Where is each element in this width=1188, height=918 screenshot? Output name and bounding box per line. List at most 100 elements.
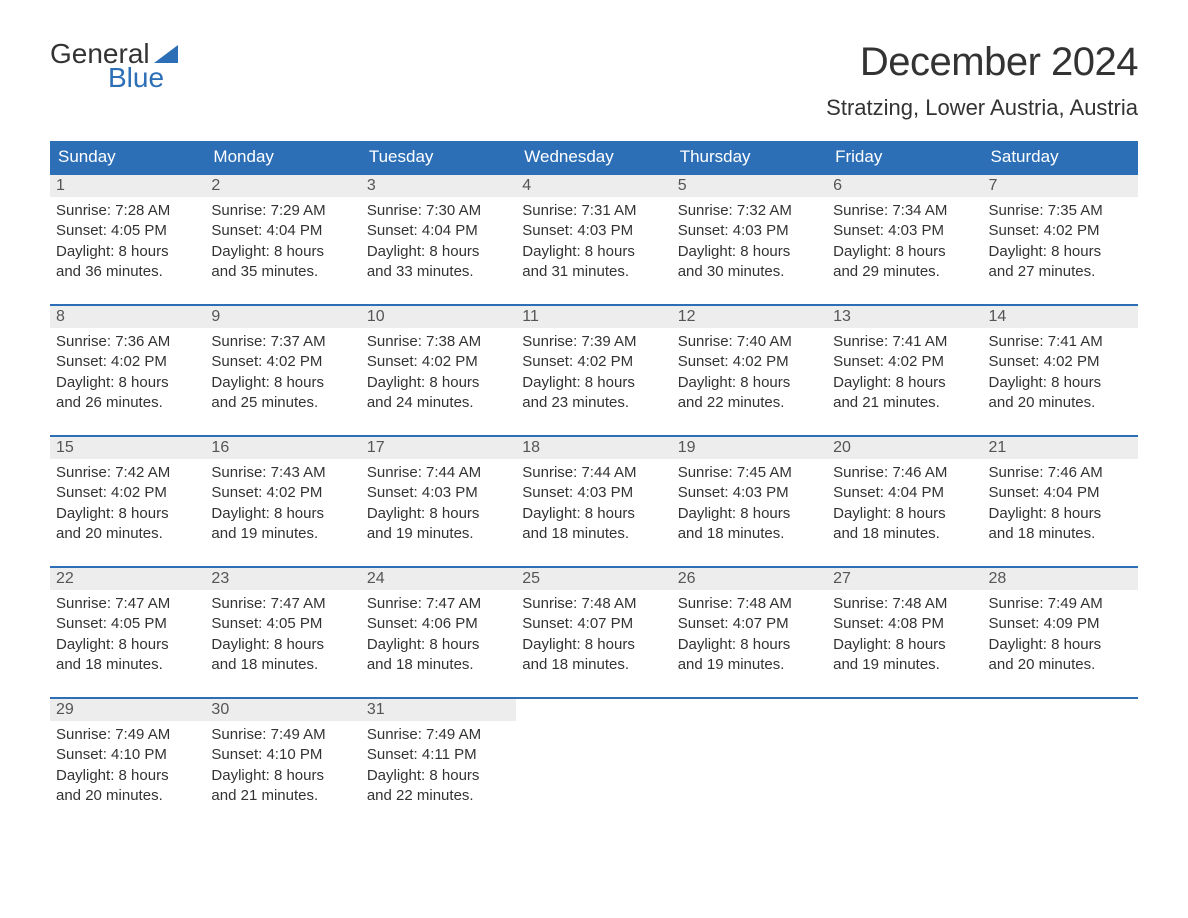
sunrise-line: Sunrise: 7:48 AM [833, 594, 976, 614]
daylight-line-1: Daylight: 8 hours [522, 504, 665, 524]
daylight-hours: 8 hours [429, 243, 479, 260]
sunset-line: Sunset: 4:02 PM [989, 352, 1132, 372]
logo: General Blue [50, 40, 178, 92]
title-block: December 2024 Stratzing, Lower Austria, … [826, 40, 1138, 121]
day-body: Sunrise: 7:47 AMSunset: 4:06 PMDaylight:… [361, 590, 516, 697]
daylight-hours: 8 hours [274, 243, 324, 260]
daylight-line-2: and 20 minutes. [56, 786, 199, 806]
sunrise-value: 7:47 AM [115, 595, 170, 612]
day-cell: 18Sunrise: 7:44 AMSunset: 4:03 PMDayligh… [516, 436, 671, 567]
daylight-hours: 8 hours [119, 243, 169, 260]
day-cell: 8Sunrise: 7:36 AMSunset: 4:02 PMDaylight… [50, 305, 205, 436]
day-cell: 20Sunrise: 7:46 AMSunset: 4:04 PMDayligh… [827, 436, 982, 567]
sunrise-label: Sunrise: [211, 726, 266, 743]
day-body: Sunrise: 7:36 AMSunset: 4:02 PMDaylight:… [50, 328, 205, 435]
sunrise-line: Sunrise: 7:37 AM [211, 332, 354, 352]
sunset-label: Sunset: [678, 353, 729, 370]
sunrise-value: 7:49 AM [1048, 595, 1103, 612]
day-cell: 25Sunrise: 7:48 AMSunset: 4:07 PMDayligh… [516, 567, 671, 698]
sunset-line: Sunset: 4:04 PM [989, 483, 1132, 503]
daylight-line-2: and 20 minutes. [989, 655, 1132, 675]
location: Stratzing, Lower Austria, Austria [826, 95, 1138, 121]
day-header: Monday [205, 141, 360, 174]
day-number: 24 [361, 568, 516, 590]
logo-word-blue: Blue [108, 64, 178, 92]
day-body: Sunrise: 7:48 AMSunset: 4:07 PMDaylight:… [672, 590, 827, 697]
sunrise-value: 7:31 AM [581, 202, 636, 219]
day-number: 27 [827, 568, 982, 590]
daylight-line-2: and 18 minutes. [678, 524, 821, 544]
daylight-label: Daylight: [211, 636, 269, 653]
day-cell: 27Sunrise: 7:48 AMSunset: 4:08 PMDayligh… [827, 567, 982, 698]
daylight-line-1: Daylight: 8 hours [211, 635, 354, 655]
sunset-label: Sunset: [678, 484, 729, 501]
daylight-label: Daylight: [522, 374, 580, 391]
daylight-line-1: Daylight: 8 hours [367, 373, 510, 393]
sunrise-label: Sunrise: [211, 464, 266, 481]
daylight-line-1: Daylight: 8 hours [833, 635, 976, 655]
daylight-label: Daylight: [833, 505, 891, 522]
sunrise-value: 7:47 AM [271, 595, 326, 612]
daylight-label: Daylight: [56, 505, 114, 522]
sunrise-value: 7:28 AM [115, 202, 170, 219]
daylight-line-1: Daylight: 8 hours [211, 766, 354, 786]
sunset-line: Sunset: 4:05 PM [56, 221, 199, 241]
sunset-value: 4:10 PM [111, 746, 167, 763]
daylight-line-1: Daylight: 8 hours [211, 242, 354, 262]
day-header: Tuesday [361, 141, 516, 174]
day-number: 13 [827, 306, 982, 328]
day-header: Friday [827, 141, 982, 174]
day-body: Sunrise: 7:31 AMSunset: 4:03 PMDaylight:… [516, 197, 671, 304]
daylight-line-2: and 30 minutes. [678, 262, 821, 282]
sunrise-value: 7:48 AM [581, 595, 636, 612]
daylight-label: Daylight: [833, 374, 891, 391]
sunset-label: Sunset: [989, 222, 1040, 239]
daylight-hours: 8 hours [274, 505, 324, 522]
daylight-line-1: Daylight: 8 hours [989, 504, 1132, 524]
day-header: Sunday [50, 141, 205, 174]
sunset-label: Sunset: [367, 484, 418, 501]
sunrise-label: Sunrise: [522, 202, 577, 219]
daylight-label: Daylight: [367, 243, 425, 260]
sunset-value: 4:03 PM [733, 484, 789, 501]
day-cell: 17Sunrise: 7:44 AMSunset: 4:03 PMDayligh… [361, 436, 516, 567]
day-body: Sunrise: 7:30 AMSunset: 4:04 PMDaylight:… [361, 197, 516, 304]
week-row: 1Sunrise: 7:28 AMSunset: 4:05 PMDaylight… [50, 174, 1138, 305]
sunset-label: Sunset: [211, 615, 262, 632]
daylight-hours: 8 hours [1051, 636, 1101, 653]
sunrise-line: Sunrise: 7:43 AM [211, 463, 354, 483]
daylight-line-2: and 26 minutes. [56, 393, 199, 413]
daylight-label: Daylight: [211, 243, 269, 260]
daylight-line-2: and 22 minutes. [678, 393, 821, 413]
day-body: Sunrise: 7:49 AMSunset: 4:10 PMDaylight:… [205, 721, 360, 828]
day-number: 7 [983, 175, 1138, 197]
daylight-line-2: and 18 minutes. [211, 655, 354, 675]
sunrise-line: Sunrise: 7:44 AM [367, 463, 510, 483]
daylight-hours: 8 hours [429, 636, 479, 653]
sunset-label: Sunset: [56, 222, 107, 239]
day-cell: .. [672, 698, 827, 828]
sunrise-line: Sunrise: 7:49 AM [989, 594, 1132, 614]
day-header: Wednesday [516, 141, 671, 174]
week-row: 8Sunrise: 7:36 AMSunset: 4:02 PMDaylight… [50, 305, 1138, 436]
daylight-line-2: and 19 minutes. [833, 655, 976, 675]
day-body: Sunrise: 7:32 AMSunset: 4:03 PMDaylight:… [672, 197, 827, 304]
sunset-label: Sunset: [989, 353, 1040, 370]
daylight-line-2: and 19 minutes. [211, 524, 354, 544]
sunset-line: Sunset: 4:04 PM [367, 221, 510, 241]
day-cell: 30Sunrise: 7:49 AMSunset: 4:10 PMDayligh… [205, 698, 360, 828]
sunset-value: 4:10 PM [266, 746, 322, 763]
day-cell: .. [983, 698, 1138, 828]
day-body: Sunrise: 7:44 AMSunset: 4:03 PMDaylight:… [516, 459, 671, 566]
daylight-label: Daylight: [367, 505, 425, 522]
daylight-hours: 8 hours [274, 374, 324, 391]
daylight-line-1: Daylight: 8 hours [367, 635, 510, 655]
day-cell: 15Sunrise: 7:42 AMSunset: 4:02 PMDayligh… [50, 436, 205, 567]
sunrise-value: 7:48 AM [892, 595, 947, 612]
sunrise-value: 7:35 AM [1048, 202, 1103, 219]
day-cell: 23Sunrise: 7:47 AMSunset: 4:05 PMDayligh… [205, 567, 360, 698]
daylight-label: Daylight: [56, 374, 114, 391]
sunrise-value: 7:46 AM [892, 464, 947, 481]
sunset-label: Sunset: [522, 484, 573, 501]
sunrise-label: Sunrise: [522, 595, 577, 612]
